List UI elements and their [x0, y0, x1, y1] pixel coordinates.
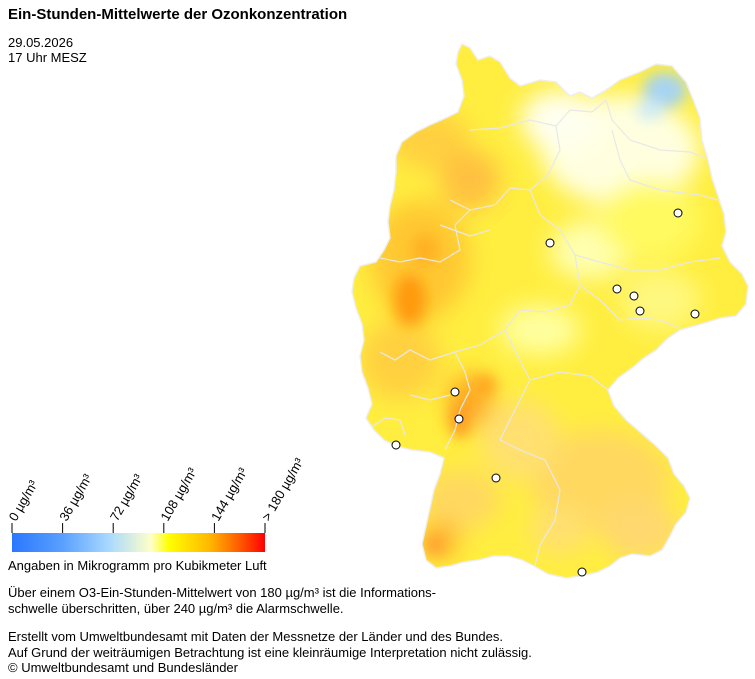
legend-tick-label: 0 µg/m³ [6, 477, 41, 523]
legend-tick-label: 36 µg/m³ [56, 471, 95, 524]
credits: Erstellt vom Umweltbundesamt mit Daten d… [8, 629, 532, 676]
time-label: 17 Uhr MESZ [8, 50, 87, 65]
station-marker [454, 414, 464, 424]
legend-tick-label: 72 µg/m³ [107, 471, 146, 524]
station-marker [612, 284, 622, 294]
station-marker [545, 238, 555, 248]
station-marker [577, 567, 587, 577]
credits-line: © Umweltbundesamt und Bundesländer [8, 660, 238, 675]
station-marker [635, 306, 645, 316]
legend-unit-text: Angaben in Mikrogramm pro Kubikmeter Luf… [8, 558, 267, 573]
concentration-field [360, 72, 700, 560]
station-marker [491, 473, 501, 483]
station-marker [673, 208, 683, 218]
threshold-info-line: schwelle überschritten, über 240 µg/m³ d… [8, 601, 344, 616]
legend-color-bar [12, 533, 265, 552]
credits-line: Erstellt vom Umweltbundesamt mit Daten d… [8, 629, 503, 644]
page-title: Ein-Stunden-Mittelwerte der Ozonkonzentr… [8, 6, 348, 23]
station-marker [391, 440, 401, 450]
station-marker [450, 387, 460, 397]
legend-tick-label: 144 µg/m³ [208, 465, 251, 524]
legend-tick-label: > 180 µg/m³ [259, 455, 307, 524]
stations [391, 208, 700, 577]
legend-tick-label: 108 µg/m³ [157, 465, 200, 524]
credits-line: Auf Grund der weiträumigen Betrachtung i… [8, 644, 532, 660]
threshold-info: Über einem O3-Ein-Stunden-Mittelwert von… [8, 585, 568, 617]
station-marker [629, 291, 639, 301]
date-label: 29.05.2026 [8, 35, 74, 50]
threshold-info-line: Über einem O3-Ein-Stunden-Mittelwert von… [8, 585, 436, 600]
station-marker [690, 309, 700, 319]
state-borders [369, 99, 721, 567]
